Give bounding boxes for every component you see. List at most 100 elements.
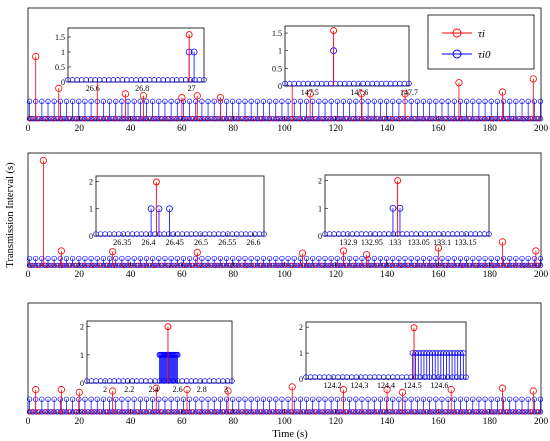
point xyxy=(43,409,49,415)
point xyxy=(174,262,180,269)
point xyxy=(316,396,322,402)
point xyxy=(479,409,485,415)
inset-y-tick-label: 1.5 xyxy=(55,33,65,42)
point xyxy=(463,409,470,415)
point xyxy=(150,396,156,402)
point xyxy=(248,255,254,262)
point xyxy=(168,409,174,415)
point xyxy=(466,409,472,415)
point xyxy=(525,116,531,122)
point xyxy=(174,98,180,104)
point xyxy=(69,262,76,269)
point xyxy=(537,116,544,122)
point xyxy=(106,98,113,104)
point xyxy=(199,396,205,402)
point xyxy=(488,98,494,104)
point xyxy=(89,262,95,269)
point xyxy=(235,262,241,269)
point xyxy=(505,409,511,415)
point xyxy=(140,262,147,269)
x-axis-label: Time (s) xyxy=(272,429,308,440)
inset-1-2: 147.5 147.6 147.7 0 0.5 1 1.5 xyxy=(272,25,418,97)
point xyxy=(116,262,122,269)
point xyxy=(183,409,190,415)
inset-x-tick-label: 26.6 xyxy=(247,238,261,247)
point xyxy=(122,116,128,122)
x-tick-label: 140 xyxy=(380,417,395,427)
point xyxy=(254,116,260,122)
point xyxy=(122,409,128,415)
point xyxy=(236,396,242,402)
x-tick-label: 0 xyxy=(26,124,31,134)
x-tick-label: 140 xyxy=(380,270,395,280)
point xyxy=(479,262,485,269)
point xyxy=(55,84,63,92)
point xyxy=(353,409,359,415)
point xyxy=(399,409,405,415)
point xyxy=(397,262,403,269)
x-tick-label: 20 xyxy=(75,270,85,280)
point xyxy=(420,116,426,122)
point xyxy=(525,409,531,415)
point xyxy=(531,409,537,415)
point xyxy=(168,255,174,262)
point xyxy=(358,409,365,415)
point xyxy=(230,409,236,415)
point xyxy=(474,262,480,269)
point xyxy=(316,262,322,269)
point xyxy=(470,262,476,269)
point xyxy=(482,396,488,402)
point xyxy=(512,262,518,269)
point xyxy=(402,255,408,262)
point xyxy=(516,262,522,269)
point xyxy=(151,262,157,269)
inset-series-tau-i0 xyxy=(303,350,469,380)
point xyxy=(399,116,405,122)
point xyxy=(190,48,198,56)
point xyxy=(76,116,82,122)
inset-x-tick-label: 133.15 xyxy=(455,238,477,247)
point xyxy=(63,98,70,104)
point xyxy=(366,116,372,122)
x-tick-label: 40 xyxy=(126,417,136,427)
x-tick-label: 180 xyxy=(483,124,498,134)
point xyxy=(383,409,390,415)
inset-x-tick-label: 26.45 xyxy=(166,238,184,247)
point xyxy=(106,255,113,262)
point xyxy=(45,262,51,269)
legend-marker-tau-i xyxy=(452,28,462,38)
point xyxy=(94,255,100,262)
point xyxy=(156,98,162,104)
point xyxy=(285,409,291,415)
point xyxy=(383,98,390,104)
point xyxy=(427,255,433,262)
point xyxy=(91,409,97,415)
point xyxy=(168,98,174,104)
point xyxy=(243,409,249,415)
point xyxy=(180,98,187,104)
inset-x-tick-label: 147.7 xyxy=(400,88,418,97)
point xyxy=(171,409,177,415)
point xyxy=(402,262,408,269)
inset-series-tau-i0 xyxy=(84,351,235,384)
point xyxy=(390,396,396,402)
point xyxy=(289,262,295,269)
point xyxy=(39,156,47,165)
point xyxy=(276,262,282,269)
point xyxy=(100,396,107,402)
point xyxy=(273,396,279,402)
x-tick-label: 160 xyxy=(431,124,446,134)
point xyxy=(454,116,461,122)
point xyxy=(254,98,260,104)
point xyxy=(174,116,180,122)
inset-y-tick-label: 0 xyxy=(80,379,84,388)
point xyxy=(89,116,95,122)
x-tick-label: 60 xyxy=(177,270,187,280)
point xyxy=(205,396,211,402)
point xyxy=(243,262,249,269)
point xyxy=(230,262,236,269)
point xyxy=(522,262,528,269)
point xyxy=(63,255,70,262)
point xyxy=(131,262,137,269)
